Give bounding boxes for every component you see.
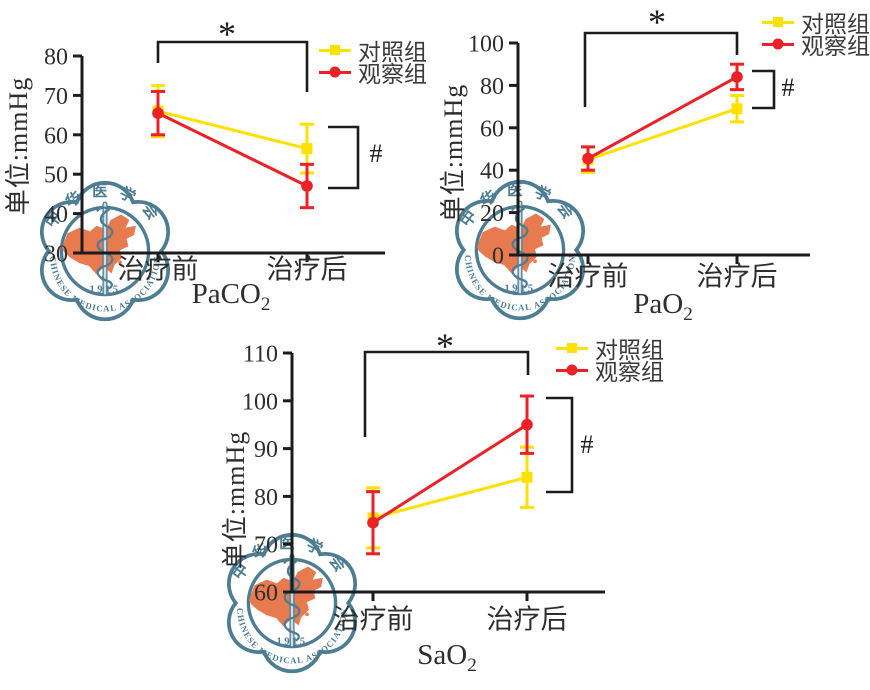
- y-tick-label: 70: [254, 533, 278, 559]
- series-line-observe: [372, 423, 528, 524]
- title-subscript: 2: [467, 654, 477, 676]
- legend-item-control: 对照组: [319, 39, 427, 65]
- y-tick-label: 70: [44, 84, 68, 110]
- chart-title-pao2: PaO2: [633, 288, 693, 325]
- y-tick-label: 30: [44, 242, 68, 268]
- x-category-label: 治疗前: [332, 604, 414, 635]
- y-tick-label: 100: [468, 32, 504, 58]
- legend-swatch-observe: [556, 364, 588, 377]
- legend-item-observe: 观察组: [762, 33, 870, 59]
- y-tick-label: 110: [243, 342, 278, 368]
- significance-star: *: [218, 14, 236, 54]
- legend-item-observe: 观察组: [319, 61, 427, 87]
- y-axis-label: 单位:mmHg: [439, 83, 468, 223]
- sig-bracket-star: [363, 350, 530, 437]
- data-point-marker-control: [521, 471, 533, 483]
- data-point-marker-observe: [301, 180, 313, 192]
- legend: 对照组 观察组: [319, 39, 427, 87]
- y-tick-label: 80: [254, 485, 278, 511]
- paco2-chart: 30 40 50 60 70 80: [44, 40, 385, 268]
- pao2-chart: 0 20 40 60 80 100: [468, 31, 810, 270]
- legend: 对照组 观察组: [762, 11, 870, 59]
- series-line-observe: [157, 111, 308, 188]
- title-subscript: 2: [683, 303, 693, 325]
- sig-bracket-star: [583, 31, 739, 107]
- significance-star: *: [436, 326, 454, 366]
- legend: 对照组 观察组: [556, 337, 664, 385]
- series-line-observe: [587, 75, 738, 160]
- data-point-marker-observe: [731, 71, 743, 83]
- legend-label: 观察组: [358, 62, 427, 87]
- y-tick-label: 50: [44, 163, 68, 189]
- data-point-marker-control: [301, 143, 313, 155]
- legend-swatch-observe: [762, 38, 794, 51]
- y-tick-label: 60: [480, 116, 504, 142]
- x-category-label: 治疗后: [266, 254, 348, 285]
- y-axis-label: 单位:mmHg: [221, 430, 250, 570]
- legend-swatch-control: [762, 16, 794, 29]
- significance-hash: #: [781, 73, 795, 102]
- data-point-marker-observe: [521, 418, 533, 431]
- significance-hash: #: [580, 430, 594, 459]
- y-tick-label: 60: [254, 581, 278, 607]
- chart-title-sao2: SaO2: [417, 639, 477, 676]
- sig-bracket-hash: [752, 69, 776, 110]
- legend-item-observe: 观察组: [556, 359, 664, 385]
- legend-swatch-control: [556, 342, 588, 355]
- title-subscript: 2: [260, 293, 271, 315]
- series-line-control: [372, 475, 528, 520]
- legend-label: 对照组: [358, 40, 427, 65]
- data-point-marker-observe: [582, 152, 594, 165]
- legend-swatch-control: [319, 44, 351, 57]
- chart-title-paco2: PaCO2: [191, 278, 271, 315]
- data-point-marker-observe: [152, 107, 164, 119]
- sig-bracket-hash: [328, 125, 360, 190]
- y-tick-label: 20: [480, 201, 504, 227]
- y-tick-label: 80: [480, 74, 504, 100]
- sig-bracket-hash: [546, 396, 574, 494]
- legend-label: 对照组: [801, 12, 870, 37]
- x-category-label: 治疗后: [486, 604, 568, 635]
- legend-item-control: 对照组: [556, 337, 664, 363]
- data-point-marker-observe: [367, 516, 379, 529]
- sao2-chart: 60 70 80 90 100 110: [242, 342, 605, 607]
- legend-item-control: 对照组: [762, 11, 870, 37]
- x-category-label: 治疗前: [547, 261, 629, 292]
- y-tick-label: 100: [242, 389, 278, 415]
- sig-bracket-star: [156, 40, 309, 92]
- legend-label: 观察组: [595, 360, 664, 385]
- x-category-label: 治疗后: [696, 261, 778, 292]
- data-point-marker-control: [731, 103, 743, 115]
- series-line-control: [587, 107, 738, 162]
- y-tick-label: 80: [44, 45, 68, 71]
- y-tick-label: 90: [254, 437, 278, 463]
- x-category-label: 治疗前: [117, 254, 199, 285]
- legend-label: 对照组: [595, 338, 664, 363]
- significance-star: *: [648, 2, 666, 42]
- significance-hash: #: [369, 139, 383, 168]
- y-tick-label: 40: [44, 202, 68, 228]
- y-tick-label: 40: [480, 159, 504, 185]
- series-line-control: [157, 109, 308, 151]
- y-axis-label: 单位:mmHg: [4, 76, 33, 216]
- legend-swatch-observe: [319, 66, 351, 79]
- y-tick-label: 0: [492, 244, 504, 270]
- y-tick-label: 60: [44, 123, 68, 149]
- legend-label: 观察组: [801, 34, 870, 59]
